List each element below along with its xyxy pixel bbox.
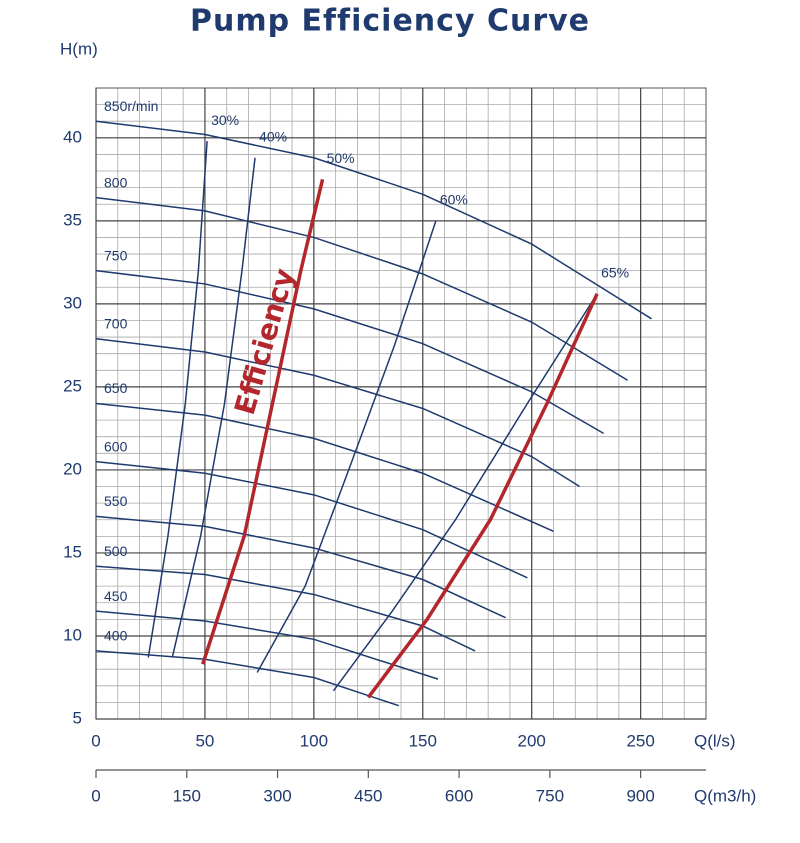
y-axis-label: H(m) [60, 39, 98, 58]
y-tick-label: 35 [63, 210, 82, 229]
speed-curve [95, 650, 400, 707]
efficiency-curve [256, 220, 437, 673]
speed-label: 650 [104, 380, 128, 396]
speed-label: 600 [104, 438, 128, 454]
x2-tick-label: 150 [173, 786, 201, 805]
speed-label: 550 [104, 493, 128, 509]
efficiency-curve [147, 141, 208, 658]
chart-title: Pump Efficiency Curve [190, 4, 590, 39]
efficiency-label: 60% [440, 192, 468, 208]
speed-label: 450 [104, 588, 128, 604]
speed-label: 850r/min [104, 98, 158, 114]
x2-tick-label: 900 [626, 786, 654, 805]
y-tick-label: 40 [63, 127, 82, 146]
efficiency-curve [366, 293, 599, 699]
efficiency-curve [332, 293, 598, 692]
x2-tick-label: 300 [263, 786, 291, 805]
speed-curve [95, 610, 439, 680]
y-tick-label: 15 [63, 542, 82, 561]
speed-label: 400 [104, 628, 128, 644]
x-tick-label: 0 [91, 731, 100, 750]
speed-label: 750 [104, 247, 128, 263]
x-tick-label: 200 [518, 731, 546, 750]
speed-label: 800 [104, 174, 128, 190]
speed-curve [95, 269, 604, 435]
x-tick-label: 100 [300, 731, 328, 750]
x2-axis-label: Q(m3/h) [694, 786, 756, 805]
x-axis-label: Q(l/s) [694, 731, 736, 750]
speed-curve [95, 337, 581, 488]
speed-curve [95, 402, 554, 533]
x2-tick-label: 600 [445, 786, 473, 805]
efficiency-label: 50% [327, 150, 355, 166]
speed-label: 500 [104, 543, 128, 559]
speed-label: 700 [104, 315, 128, 331]
y-tick-label: 25 [63, 376, 82, 395]
efficiency-label: 40% [259, 128, 287, 144]
speed-curve [95, 565, 476, 652]
efficiency-curve [171, 157, 256, 658]
efficiency-label: 30% [211, 112, 239, 128]
x2-tick-label: 750 [536, 786, 564, 805]
y-tick-label: 20 [63, 459, 82, 478]
y-tick-label: 30 [63, 293, 82, 312]
speed-curve [95, 120, 652, 320]
y-tick-label: 10 [63, 625, 82, 644]
x-tick-label: 150 [409, 731, 437, 750]
y-tick-label: 5 [73, 708, 82, 727]
speed-curve [95, 460, 528, 579]
x-tick-label: 250 [626, 731, 654, 750]
x2-tick-label: 450 [354, 786, 382, 805]
speed-curve [95, 196, 628, 381]
speed-curve [95, 515, 506, 619]
efficiency-annotation: Efficiency [228, 265, 301, 419]
x-tick-label: 50 [195, 731, 214, 750]
efficiency-label: 65% [601, 265, 629, 281]
efficiency-curve [201, 178, 325, 665]
x2-tick-label: 0 [91, 786, 100, 805]
